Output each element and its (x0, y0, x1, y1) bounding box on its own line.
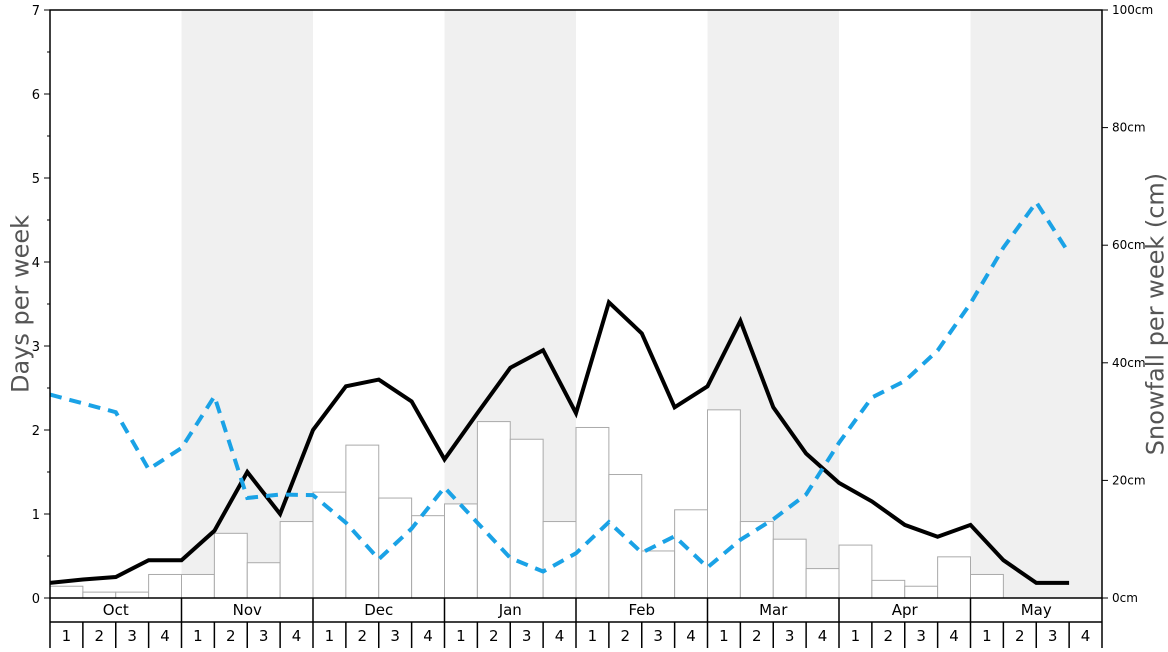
week-label: 2 (621, 627, 631, 645)
right-tick-label: 100cm (1112, 3, 1153, 17)
week-label: 1 (719, 627, 729, 645)
snowfall-bar (805, 568, 840, 599)
left-tick-label: 7 (32, 4, 40, 19)
snowfall-bar (871, 579, 906, 599)
right-tick-label: 40cm (1112, 356, 1146, 370)
month-label-feb: Feb (628, 601, 655, 619)
snowfall-bar (378, 497, 413, 599)
snowfall-bar (838, 544, 873, 599)
month-band-nov (181, 10, 313, 598)
month-label-jan: Jan (498, 601, 522, 619)
week-label: 1 (193, 627, 203, 645)
week-label: 2 (226, 627, 236, 645)
snowfall-bar (115, 591, 150, 599)
week-label: 3 (1048, 627, 1058, 645)
week-label: 3 (916, 627, 926, 645)
week-label: 4 (686, 627, 696, 645)
left-tick-label: 2 (32, 424, 40, 439)
snowfall-bar (181, 573, 215, 599)
week-label: 2 (489, 627, 499, 645)
snowfall-bar (641, 550, 676, 599)
snowfall-bar (542, 521, 577, 599)
snowfall-bar (411, 515, 445, 599)
solid-series-line (49, 298, 1070, 585)
week-label: 4 (160, 627, 170, 645)
left-tick-label: 0 (32, 592, 40, 607)
month-label-dec: Dec (364, 601, 393, 619)
right-axis-title: Snowfall per week (cm) (1141, 173, 1168, 455)
snowfall-bar (213, 532, 248, 599)
snowfall-bar (707, 409, 741, 599)
left-tick-label: 3 (32, 340, 40, 355)
snowfall-bar (476, 421, 511, 599)
snowfall-bar (345, 444, 380, 599)
snowfall-bar (82, 591, 117, 599)
month-label-mar: Mar (759, 601, 788, 619)
right-tick-label: 20cm (1112, 473, 1146, 487)
month-label-nov: Nov (233, 601, 262, 619)
week-label: 3 (259, 627, 269, 645)
week-label: 4 (818, 627, 828, 645)
week-label: 4 (1081, 627, 1091, 645)
week-label: 1 (62, 627, 72, 645)
week-label: 3 (522, 627, 532, 645)
week-label: 4 (555, 627, 565, 645)
month-label-apr: Apr (892, 601, 919, 619)
week-label: 4 (949, 627, 959, 645)
snowfall-bar (608, 474, 643, 599)
week-label: 3 (653, 627, 663, 645)
snowfall-bar (444, 503, 478, 599)
week-label: 4 (423, 627, 433, 645)
left-tick-label: 6 (32, 88, 40, 103)
snowfall-bar (49, 585, 84, 599)
week-label: 4 (292, 627, 302, 645)
snowfall-bar (148, 573, 182, 599)
snowfall-bar (509, 438, 544, 599)
week-label: 2 (95, 627, 105, 645)
week-label: 1 (588, 627, 598, 645)
left-tick-label: 5 (32, 172, 40, 187)
right-tick-label: 80cm (1112, 121, 1146, 135)
week-label: 3 (127, 627, 137, 645)
month-band-may (970, 10, 1102, 598)
snowfall-bar (772, 538, 807, 599)
month-label-may: May (1021, 601, 1052, 619)
snowfall-bar (937, 556, 971, 599)
week-label: 1 (325, 627, 335, 645)
snowfall-bar (970, 573, 1004, 599)
week-label: 3 (785, 627, 795, 645)
snowfall-bar (904, 585, 939, 599)
dashed-series-line (49, 198, 1071, 574)
left-tick-label: 4 (32, 256, 40, 271)
right-tick-label: 0cm (1112, 591, 1138, 605)
snowfall-bar (246, 562, 281, 599)
right-tick-label: 60cm (1112, 238, 1146, 252)
week-label: 3 (390, 627, 400, 645)
week-label: 1 (982, 627, 992, 645)
left-axis-title: Days per week (6, 215, 34, 393)
snowfall-bar (674, 509, 708, 599)
snowfall-bar (575, 426, 610, 599)
week-label: 2 (1015, 627, 1025, 645)
week-label: 1 (851, 627, 861, 645)
snowfall-bar (739, 521, 774, 599)
week-label: 2 (752, 627, 762, 645)
month-label-oct: Oct (103, 601, 129, 619)
week-label: 2 (884, 627, 894, 645)
snowfall-bar (279, 521, 314, 599)
week-label: 2 (358, 627, 368, 645)
week-label: 1 (456, 627, 466, 645)
left-tick-label: 1 (32, 508, 40, 523)
